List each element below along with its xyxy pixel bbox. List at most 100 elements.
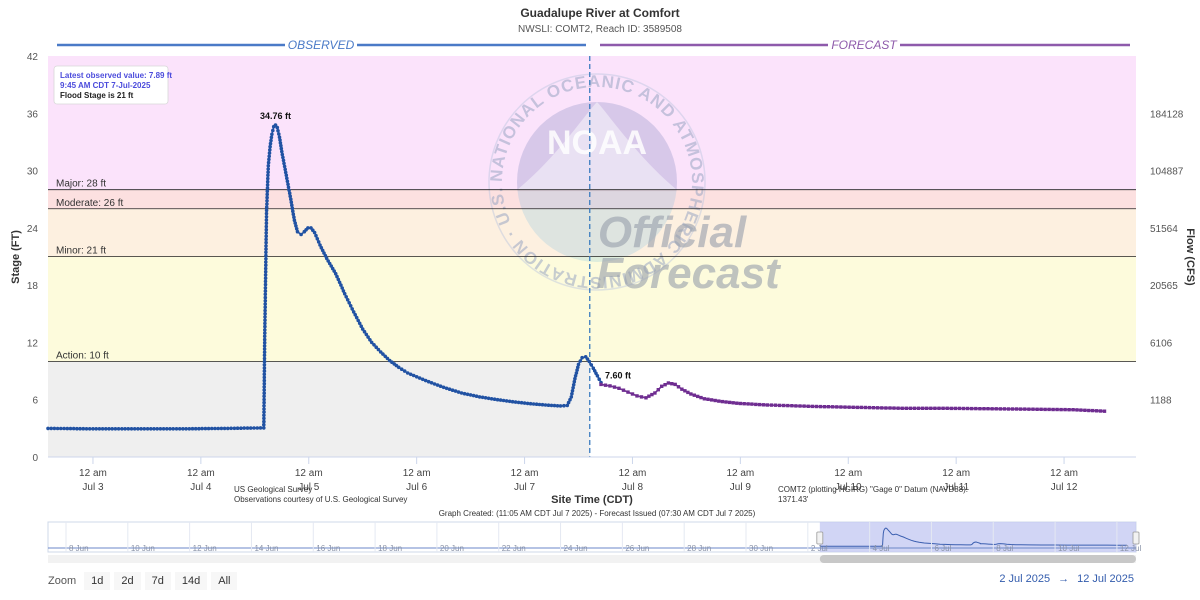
navigator-selection[interactable] (819, 522, 1136, 552)
data-point (187, 427, 192, 431)
data-point (814, 404, 819, 409)
data-point (402, 369, 407, 373)
band-below-action-observed (48, 361, 590, 457)
data-point (578, 359, 583, 363)
graph-created: Graph Created: (11:05 AM CDT Jul 7 2025)… (439, 509, 756, 518)
navigator-handle-right[interactable] (1132, 531, 1140, 545)
data-point (271, 128, 275, 133)
zoom-1d-button[interactable]: 1d (84, 572, 111, 590)
data-point (177, 427, 182, 431)
data-point (534, 402, 539, 407)
data-point (174, 427, 179, 431)
data-point (1095, 409, 1099, 413)
data-point (222, 426, 227, 431)
data-point (1067, 408, 1071, 412)
data-point (262, 422, 266, 427)
data-point (78, 426, 82, 431)
data-point (450, 388, 455, 393)
navigator-handle-left[interactable] (816, 531, 824, 545)
watermark-gull (517, 102, 677, 190)
data-point (264, 227, 269, 232)
zoom-7d-button[interactable]: 7d (144, 572, 171, 590)
flood-label-major: Major: 28 ft (56, 179, 106, 190)
data-point (569, 395, 574, 399)
x-tick-label-bottom: Jul 7 (514, 482, 536, 493)
data-point (957, 406, 962, 411)
data-point (139, 427, 143, 431)
x-tick-label-bottom: Jul 9 (730, 482, 752, 493)
data-point (738, 401, 743, 406)
data-point (735, 401, 739, 405)
series-forecast (599, 381, 1107, 413)
data-point (447, 387, 452, 392)
data-point (558, 404, 563, 408)
navigator-tick-label: 20 Jun (440, 544, 464, 553)
data-point (59, 426, 63, 431)
data-point (280, 152, 285, 157)
data-point (46, 426, 50, 431)
data-point (339, 283, 343, 287)
range-to[interactable]: 12 Jul 2025 (1077, 573, 1134, 585)
zoom-all-button[interactable]: All (211, 572, 238, 590)
data-point (84, 427, 89, 431)
navigator-scrollbar-thumb[interactable] (819, 555, 1136, 563)
data-point (990, 407, 994, 411)
data-point (266, 167, 271, 171)
data-point (262, 369, 267, 373)
data-point (299, 232, 303, 237)
data-point (492, 397, 497, 402)
data-point (1071, 408, 1075, 412)
data-point (263, 273, 268, 277)
data-point (673, 382, 677, 387)
data-point (571, 383, 576, 387)
zoom-14d-button[interactable]: 14d (174, 572, 208, 590)
data-point (262, 366, 267, 370)
data-point (181, 427, 185, 431)
data-point (263, 318, 267, 323)
data-point (262, 375, 267, 380)
data-point (287, 191, 292, 195)
x-tick-label-bottom: Jul 3 (82, 482, 104, 493)
data-point (528, 401, 533, 406)
watermark-noaa-text: NOAA (547, 124, 647, 162)
data-point (262, 372, 267, 377)
data-point (265, 192, 270, 197)
range-navigator[interactable]: 8 Jun 10 Jun 12 Jun 14 Jun 16 Jun 18 Jun 20 Ju… (47, 521, 1141, 563)
data-point (666, 381, 671, 385)
data-point (306, 226, 310, 230)
navigator-tick-label: 2 Jul (811, 544, 828, 553)
data-point (696, 394, 700, 399)
data-point (203, 426, 208, 431)
data-point (680, 387, 684, 391)
data-point (359, 324, 364, 329)
data-point (441, 385, 446, 390)
data-point (267, 151, 272, 155)
data-point (717, 399, 721, 403)
data-point (802, 404, 806, 408)
data-point (676, 385, 681, 389)
data-point (91, 427, 95, 431)
data-point (603, 383, 608, 387)
data-point (262, 359, 267, 364)
data-point (587, 359, 592, 364)
data-point (262, 391, 267, 396)
range-from[interactable]: 2 Jul 2025 (999, 573, 1051, 585)
data-point (262, 350, 267, 355)
chart-title: Guadalupe River at Comfort (520, 6, 679, 20)
data-point (65, 426, 70, 431)
data-point (595, 374, 600, 378)
x-tick-label-top: 12 am (187, 468, 215, 479)
data-point (263, 276, 268, 281)
data-point (884, 406, 888, 410)
navigator-scrollbar-track[interactable] (48, 555, 1136, 563)
data-point (289, 197, 293, 201)
chart-subtitle: NWSLI: COMT2, Reach ID: 3589508 (518, 24, 682, 35)
data-point (287, 188, 291, 193)
zoom-2d-button[interactable]: 2d (114, 572, 141, 590)
data-point (264, 247, 268, 251)
data-point (347, 301, 352, 305)
forecast-header: FORECAST (831, 38, 898, 52)
data-point (399, 367, 404, 372)
data-point (319, 245, 324, 250)
data-point (312, 230, 317, 235)
